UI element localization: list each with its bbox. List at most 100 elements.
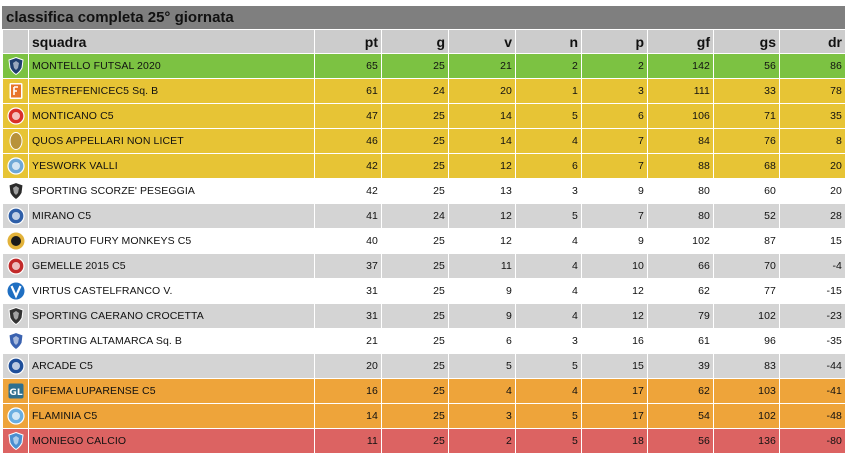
header-g[interactable]: g bbox=[381, 29, 449, 54]
team-logo-cell bbox=[2, 203, 29, 229]
shield-icon bbox=[7, 331, 24, 351]
shield-icon bbox=[7, 431, 24, 451]
table-row[interactable]: SPORTING CAERANO CROCETTA 31 25 9 4 12 79 102 -2… bbox=[2, 303, 846, 329]
stat-g: 25 bbox=[381, 228, 449, 254]
stat-g: 24 bbox=[381, 78, 449, 104]
table-row[interactable]: MONIEGO CALCIO 11 25 2 5 18 56 136 -80 bbox=[2, 428, 846, 454]
stat-p: 9 bbox=[581, 228, 648, 254]
stat-dr: -48 bbox=[779, 403, 846, 429]
standings-title: classifica completa 25° giornata bbox=[2, 6, 845, 29]
round-crest-icon bbox=[6, 257, 25, 275]
table-row[interactable]: SPORTING ALTAMARCA Sq. B 21 25 6 3 16 61 96 -35 bbox=[2, 328, 846, 354]
team-name[interactable]: MIRANO C5 bbox=[28, 203, 315, 229]
stat-v: 6 bbox=[448, 328, 516, 354]
team-logo-cell: GL bbox=[2, 378, 29, 404]
table-row[interactable]: VIRTUS CASTELFRANCO V. 31 25 9 4 12 62 77 -15 bbox=[2, 278, 846, 304]
standings-body: MONTELLO FUTSAL 2020 65 25 21 2 2 142 56 86 MESTR… bbox=[2, 53, 846, 454]
header-p[interactable]: p bbox=[581, 29, 648, 54]
round-badge-icon bbox=[6, 407, 25, 425]
stat-gs: 83 bbox=[713, 353, 780, 379]
stat-pt: 46 bbox=[314, 128, 382, 154]
stat-n: 5 bbox=[515, 353, 582, 379]
team-logo-cell bbox=[2, 403, 29, 429]
team-name[interactable]: QUOS APPELLARI NON LICET bbox=[28, 128, 315, 154]
team-name[interactable]: YESWORK VALLI bbox=[28, 153, 315, 179]
stat-dr: 20 bbox=[779, 153, 846, 179]
team-name[interactable]: FLAMINIA C5 bbox=[28, 403, 315, 429]
stat-gs: 71 bbox=[713, 103, 780, 129]
stat-gf: 80 bbox=[647, 203, 714, 229]
stat-gf: 102 bbox=[647, 228, 714, 254]
stat-n: 4 bbox=[515, 278, 582, 304]
square-badge-icon: GL bbox=[8, 383, 23, 399]
header-n[interactable]: n bbox=[515, 29, 582, 54]
header-team[interactable]: squadra bbox=[28, 29, 315, 54]
stat-pt: 31 bbox=[314, 278, 382, 304]
stat-gf: 66 bbox=[647, 253, 714, 279]
header-row: squadra pt g v n p gf gs dr bbox=[2, 29, 846, 54]
oval-crest-icon bbox=[9, 132, 22, 150]
table-row[interactable]: MESTREFENICEC5 Sq. B 61 24 20 1 3 111 33 78 bbox=[2, 78, 846, 104]
stat-g: 25 bbox=[381, 103, 449, 129]
header-gs[interactable]: gs bbox=[713, 29, 780, 54]
team-name[interactable]: ADRIAUTO FURY MONKEYS C5 bbox=[28, 228, 315, 254]
stat-pt: 65 bbox=[314, 53, 382, 79]
table-row[interactable]: GL GIFEMA LUPARENSE C5 16 25 4 4 17 62 103 -41 bbox=[2, 378, 846, 404]
team-name[interactable]: GEMELLE 2015 C5 bbox=[28, 253, 315, 279]
table-row[interactable]: QUOS APPELLARI NON LICET 46 25 14 4 7 84 76 8 bbox=[2, 128, 846, 154]
stat-v: 4 bbox=[448, 378, 516, 404]
stat-g: 25 bbox=[381, 153, 449, 179]
stat-gf: 142 bbox=[647, 53, 714, 79]
stat-v: 9 bbox=[448, 278, 516, 304]
team-name[interactable]: MONTICANO C5 bbox=[28, 103, 315, 129]
stat-gf: 106 bbox=[647, 103, 714, 129]
table-row[interactable]: MIRANO C5 41 24 12 5 7 80 52 28 bbox=[2, 203, 846, 229]
team-name[interactable]: GIFEMA LUPARENSE C5 bbox=[28, 378, 315, 404]
shield-icon bbox=[7, 306, 24, 326]
stat-n: 4 bbox=[515, 253, 582, 279]
table-row[interactable]: ADRIAUTO FURY MONKEYS C5 40 25 12 4 9 102 87 15 bbox=[2, 228, 846, 254]
stat-gs: 33 bbox=[713, 78, 780, 104]
table-row[interactable]: FLAMINIA C5 14 25 3 5 17 54 102 -48 bbox=[2, 403, 846, 429]
stat-gs: 87 bbox=[713, 228, 780, 254]
stat-gf: 61 bbox=[647, 328, 714, 354]
stat-p: 3 bbox=[581, 78, 648, 104]
stat-p: 2 bbox=[581, 53, 648, 79]
table-row[interactable]: SPORTING SCORZE' PESEGGIA 42 25 13 3 9 80 60 20 bbox=[2, 178, 846, 204]
stat-gs: 102 bbox=[713, 403, 780, 429]
stat-pt: 37 bbox=[314, 253, 382, 279]
stat-dr: 8 bbox=[779, 128, 846, 154]
table-row[interactable]: ARCADE C5 20 25 5 5 15 39 83 -44 bbox=[2, 353, 846, 379]
table-row[interactable]: YESWORK VALLI 42 25 12 6 7 88 68 20 bbox=[2, 153, 846, 179]
table-row[interactable]: MONTELLO FUTSAL 2020 65 25 21 2 2 142 56 86 bbox=[2, 53, 846, 79]
team-name[interactable]: MONIEGO CALCIO bbox=[28, 428, 315, 454]
team-name[interactable]: MONTELLO FUTSAL 2020 bbox=[28, 53, 315, 79]
round-badge-icon bbox=[6, 207, 25, 225]
stat-gs: 70 bbox=[713, 253, 780, 279]
stat-g: 25 bbox=[381, 253, 449, 279]
header-gf[interactable]: gf bbox=[647, 29, 714, 54]
team-name[interactable]: SPORTING ALTAMARCA Sq. B bbox=[28, 328, 315, 354]
team-name[interactable]: SPORTING SCORZE' PESEGGIA bbox=[28, 178, 315, 204]
header-pt[interactable]: pt bbox=[314, 29, 382, 54]
team-name[interactable]: ARCADE C5 bbox=[28, 353, 315, 379]
stat-gf: 88 bbox=[647, 153, 714, 179]
stat-v: 9 bbox=[448, 303, 516, 329]
stat-v: 12 bbox=[448, 228, 516, 254]
team-logo-cell bbox=[2, 53, 29, 79]
header-dr[interactable]: dr bbox=[779, 29, 846, 54]
header-v[interactable]: v bbox=[448, 29, 516, 54]
team-name[interactable]: VIRTUS CASTELFRANCO V. bbox=[28, 278, 315, 304]
stat-n: 2 bbox=[515, 53, 582, 79]
stat-gs: 96 bbox=[713, 328, 780, 354]
team-name[interactable]: MESTREFENICEC5 Sq. B bbox=[28, 78, 315, 104]
table-row[interactable]: GEMELLE 2015 C5 37 25 11 4 10 66 70 -4 bbox=[2, 253, 846, 279]
stat-dr: 78 bbox=[779, 78, 846, 104]
team-name[interactable]: SPORTING CAERANO CROCETTA bbox=[28, 303, 315, 329]
standings-widget: classifica completa 25° giornata squadra… bbox=[2, 6, 846, 454]
stat-n: 5 bbox=[515, 103, 582, 129]
stat-p: 18 bbox=[581, 428, 648, 454]
stat-g: 25 bbox=[381, 403, 449, 429]
stat-dr: -4 bbox=[779, 253, 846, 279]
table-row[interactable]: MONTICANO C5 47 25 14 5 6 106 71 35 bbox=[2, 103, 846, 129]
